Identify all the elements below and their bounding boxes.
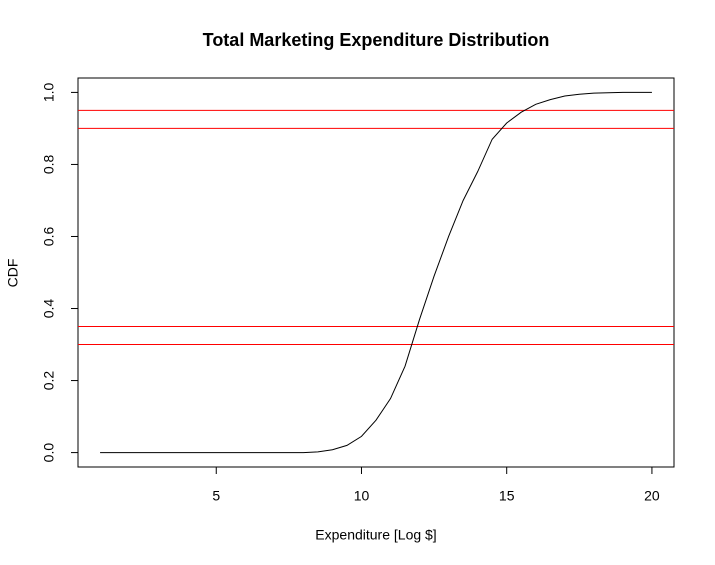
y-tick-label: 0.2	[41, 371, 57, 391]
x-tick-label: 10	[354, 488, 370, 504]
y-tick-label: 0.6	[41, 227, 57, 247]
x-tick-label: 20	[644, 488, 660, 504]
y-axis-label: CDF	[5, 259, 21, 288]
plot-box	[77, 77, 675, 468]
cdf-line	[100, 91, 652, 454]
y-tick-label: 0.8	[41, 155, 57, 175]
chart-title: Total Marketing Expenditure Distribution	[203, 30, 550, 50]
x-tick-label: 5	[212, 488, 220, 504]
y-tick-label: 0.0	[41, 443, 57, 463]
y-tick-label: 0.4	[41, 299, 57, 319]
x-tick-label: 15	[499, 488, 515, 504]
y-tick-label: 1.0	[41, 82, 57, 102]
x-axis-label: Expenditure [Log $]	[315, 527, 436, 543]
